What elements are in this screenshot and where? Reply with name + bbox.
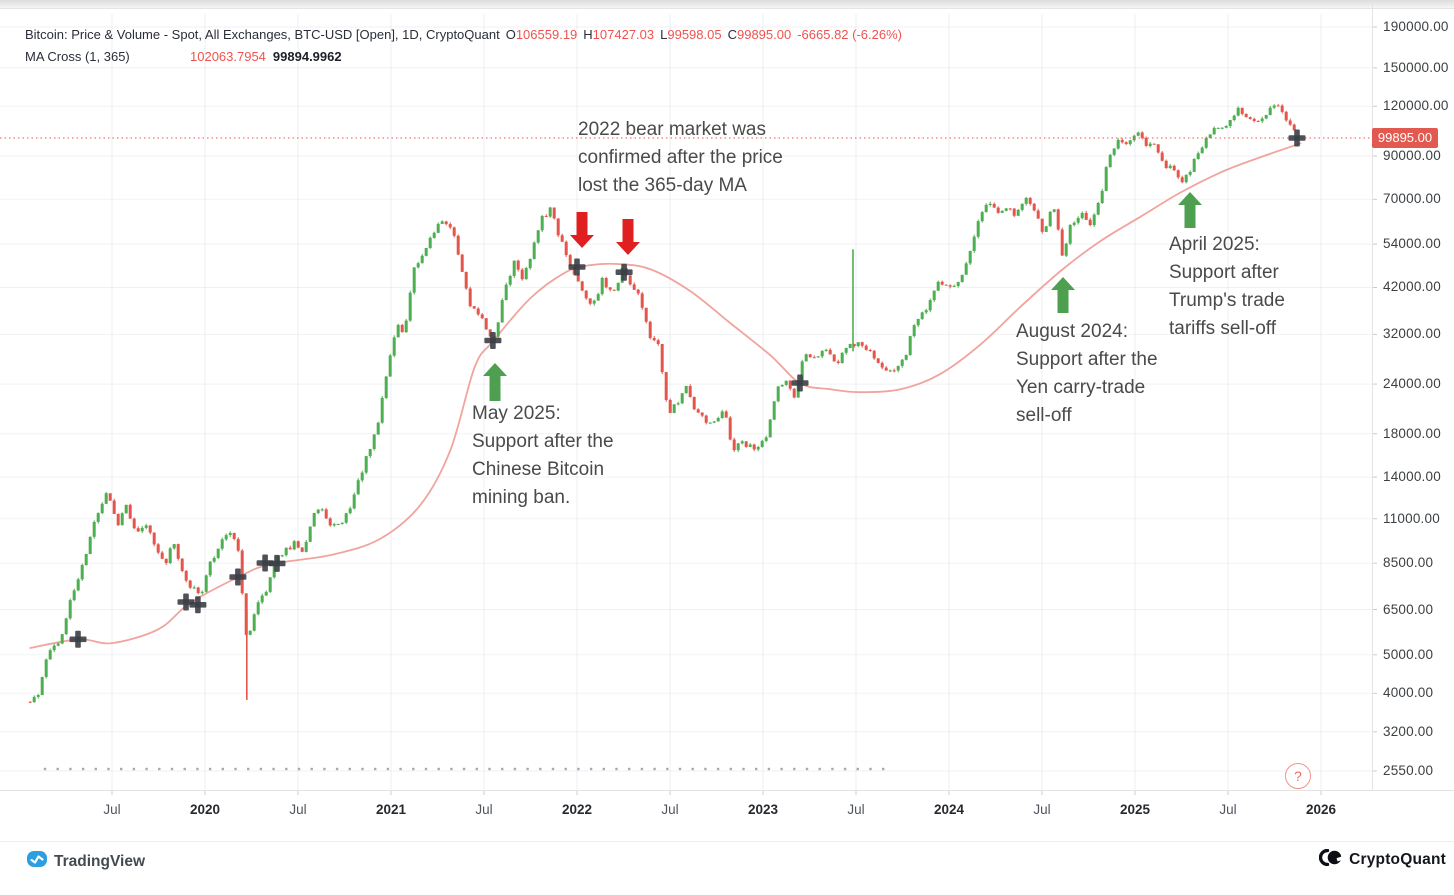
tradingview-logo-icon [27,849,47,874]
price-tick-label: 120000.00 [1383,98,1449,114]
close-value: 99895.00 [736,27,792,42]
price-tick-label: 70000.00 [1383,191,1441,207]
window-top-edge [0,0,1454,9]
current-price-badge: 99895.00 [1372,127,1438,148]
ma-value-2: 99894.9962 [272,49,342,64]
cryptoquant-label: CryptoQuant [1349,851,1446,868]
time-tick-label: 2021 [375,802,407,817]
price-tick-label: 14000.00 [1383,469,1441,485]
price-tick-label: 11000.00 [1383,510,1440,526]
time-tick-label: Jul [1033,802,1051,817]
high-label: H [583,27,593,42]
time-axis[interactable]: Jul 2020 Jul 2021 Jul 2022 Jul 2023 Jul 2024 Jul 20… [0,790,1454,839]
time-tick-label: Jul [475,802,493,817]
time-tick-label: 2020 [189,802,221,817]
price-tick-label: 90000.00 [1383,147,1441,163]
price-tick-label: 54000.00 [1383,236,1441,252]
price-tick-label: 8500.00 [1383,555,1434,571]
bear-arrow-2 [616,219,640,255]
symbol-title: Bitcoin: Price & Volume - Spot, All Exch… [25,27,500,42]
high-value: 107427.03 [592,27,655,42]
price-tick-label: 2550.00 [1383,763,1434,779]
time-tick-label: Jul [103,802,121,817]
close-label: C [727,27,737,42]
ma-value-1: 102063.7954 [190,49,266,64]
tradingview-brand[interactable]: TradingView [27,849,145,874]
time-tick-label: Jul [1219,802,1237,817]
low-value: 99598.05 [667,27,722,42]
open-value: 106559.19 [515,27,578,42]
price-axis[interactable]: 190000.00 150000.00 120000.00 90000.00 70000… [1372,0,1454,790]
ma-cross-legend: MA Cross (1, 365) 102063.7954 99894.9962 [25,49,342,64]
time-tick-label: 2023 [747,802,779,817]
time-tick-label: Jul [289,802,307,817]
price-tick-label: 4000.00 [1383,685,1434,701]
price-tick-label: 24000.00 [1383,376,1441,392]
price-tick-label: 3200.00 [1383,723,1434,739]
symbol-legend: Bitcoin: Price & Volume - Spot, All Exch… [25,27,902,42]
bear-arrow-1 [570,212,594,248]
low-label: L [660,27,668,42]
time-tick-label: Jul [661,802,679,817]
tradingview-label: TradingView [54,852,146,870]
time-tick-label: 2025 [1119,802,1151,817]
cryptoquant-logo-icon [1318,848,1344,871]
tariff-arrow [1178,192,1202,228]
price-tick-label: 32000.00 [1383,326,1441,342]
time-tick-label: 2022 [561,802,593,817]
yen-carry-arrow [1051,277,1075,313]
open-label: O [505,27,516,42]
change-value: -6665.82 (-6.26%) [797,27,902,42]
price-tick-label: 6500.00 [1383,601,1434,617]
price-tick-label: 5000.00 [1383,646,1434,662]
mining-ban-arrow [483,363,507,401]
footer: TradingView CryptoQuant [0,841,1454,895]
price-tick-label: 42000.00 [1383,279,1441,295]
cryptoquant-brand[interactable]: CryptoQuant [1318,848,1446,871]
price-tick-label: 150000.00 [1383,59,1449,75]
ma-cross-label: MA Cross (1, 365) [25,49,130,64]
price-tick-label: 18000.00 [1383,425,1441,441]
help-icon[interactable]: ? [1285,763,1311,789]
price-tick-label: 190000.00 [1383,19,1449,34]
time-tick-label: 2026 [1305,802,1337,817]
time-tick-label: 2024 [933,802,965,817]
time-tick-label: Jul [847,802,865,817]
